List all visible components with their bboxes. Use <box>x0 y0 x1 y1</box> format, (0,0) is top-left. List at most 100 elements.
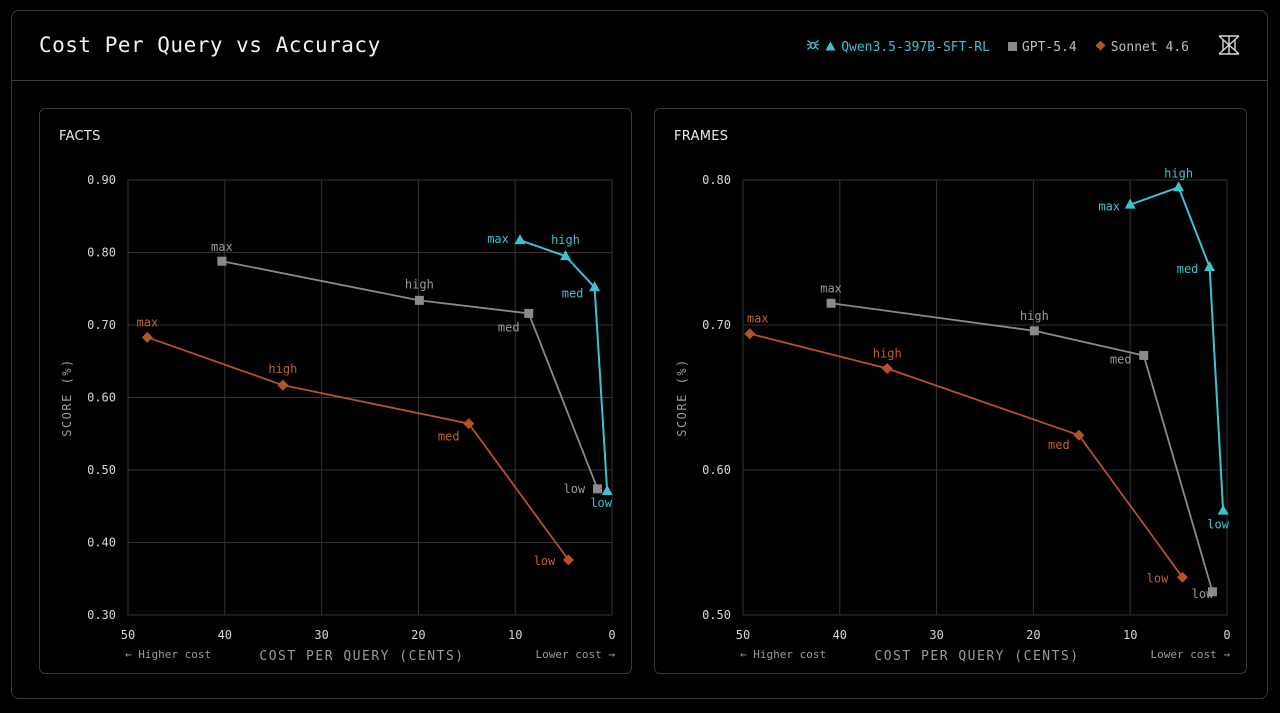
y-tick-label: 0.60 <box>702 463 731 477</box>
data-point <box>589 281 601 292</box>
data-label: max <box>1098 200 1120 214</box>
x-left-note: ← Higher cost <box>740 648 826 661</box>
data-label: high <box>405 277 434 291</box>
data-label: low <box>1147 571 1169 585</box>
series-line-Sonnet 4.6 <box>147 336 570 561</box>
frames-chart-panel: FRAMES 50 40 30 20 10 0 0.50 0.60 0.70 0.80 COST P… <box>654 108 1247 674</box>
x-tick-label: 10 <box>508 628 522 642</box>
data-point <box>217 256 227 266</box>
data-label: max <box>137 315 159 329</box>
data-label: med <box>438 430 460 444</box>
triangle-marker-icon <box>825 40 836 55</box>
data-point <box>1139 350 1149 360</box>
x-tick-label: 40 <box>833 628 847 642</box>
data-point <box>562 554 574 566</box>
data-label: max <box>487 232 509 246</box>
data-point <box>463 418 475 430</box>
data-label: low <box>1207 518 1229 532</box>
x-tick-label: 50 <box>121 628 135 642</box>
data-point <box>1029 326 1039 336</box>
chart-title: FACTS <box>59 129 101 144</box>
frames-chart: 50 40 30 20 10 0 0.50 0.60 0.70 0.80 COST PER QUER… <box>675 166 1231 664</box>
x-tick-label: 10 <box>1123 628 1137 642</box>
y-tick-label: 0.70 <box>87 318 116 332</box>
data-point <box>141 331 153 343</box>
data-point <box>1124 198 1136 209</box>
y-axis-title: SCORE (%) <box>60 358 74 437</box>
legend-label-qwen: Qwen3.5-397B-SFT-RL <box>841 39 990 55</box>
data-point <box>826 298 836 308</box>
data-point <box>601 485 613 496</box>
data-point <box>592 484 602 494</box>
data-label: low <box>534 554 556 568</box>
y-tick-label: 0.30 <box>87 608 116 622</box>
y-tick-label: 0.50 <box>87 463 116 477</box>
data-point <box>514 234 526 245</box>
data-label: low <box>1192 587 1214 601</box>
data-label: low <box>563 482 585 496</box>
header: Cost Per Query vs Accuracy Qwen3.5-397B-… <box>12 11 1267 81</box>
series-line-GPT-5.4 <box>221 260 599 490</box>
data-point <box>1173 181 1185 192</box>
y-tick-label: 0.40 <box>87 536 116 550</box>
data-point <box>560 250 572 261</box>
chart-title: FRAMES <box>674 129 729 144</box>
data-label: max <box>820 281 842 295</box>
facts-chart: 50 40 30 20 10 0 0.30 0.40 0.50 0.60 0.70 0.80 0.90 C… <box>60 173 616 664</box>
data-point <box>1176 571 1188 583</box>
data-label: high <box>873 347 902 361</box>
page-title: Cost Per Query vs Accuracy <box>39 33 381 57</box>
data-label: med <box>562 286 584 300</box>
series-line-GPT-5.4 <box>830 302 1214 593</box>
data-label: high <box>1020 309 1049 323</box>
data-point <box>744 328 756 340</box>
crossed-triangles-logo-icon <box>1217 33 1241 61</box>
spider-logo-icon <box>806 38 820 56</box>
x-tick-label: 50 <box>736 628 750 642</box>
facts-chart-panel: FACTS 50 40 30 20 10 0 0.30 0.40 0.50 0.60 0.70 0.8… <box>39 108 632 674</box>
x-tick-label: 30 <box>314 628 328 642</box>
legend-item-gpt[interactable]: GPT-5.4 <box>1007 39 1077 55</box>
data-label: med <box>1110 352 1132 366</box>
data-label: high <box>1164 166 1193 180</box>
data-label: med <box>1177 262 1199 276</box>
y-tick-label: 0.60 <box>87 391 116 405</box>
legend: Qwen3.5-397B-SFT-RL GPT-5.4 Sonnet 4.6 <box>806 38 1189 56</box>
data-point <box>1204 261 1216 271</box>
data-label: med <box>1048 438 1070 452</box>
data-label: high <box>268 362 297 376</box>
legend-label-sonnet: Sonnet 4.6 <box>1110 39 1189 55</box>
data-label: low <box>590 496 612 510</box>
data-point <box>1073 429 1085 441</box>
x-axis-title: COST PER QUERY (CENTS) <box>259 649 464 664</box>
data-point <box>414 295 424 305</box>
chart-card: Cost Per Query vs Accuracy Qwen3.5-397B-… <box>11 10 1268 699</box>
y-tick-label: 0.80 <box>702 173 731 187</box>
x-tick-label: 40 <box>218 628 232 642</box>
data-label: max <box>211 240 233 254</box>
x-tick-label: 20 <box>1026 628 1040 642</box>
data-point <box>524 308 534 318</box>
y-tick-label: 0.80 <box>87 246 116 260</box>
series-line-Sonnet 4.6 <box>749 332 1184 578</box>
y-tick-label: 0.70 <box>702 318 731 332</box>
x-tick-label: 30 <box>929 628 943 642</box>
x-tick-label: 0 <box>1223 628 1230 642</box>
x-tick-label: 20 <box>411 628 425 642</box>
y-axis-title: SCORE (%) <box>675 358 689 437</box>
square-marker-icon <box>1007 40 1017 55</box>
data-point <box>1217 504 1229 515</box>
x-axis-title: COST PER QUERY (CENTS) <box>874 649 1079 664</box>
x-right-note: Lower cost → <box>536 648 616 661</box>
series-line-Qwen3.5-397B-SFT-RL <box>1129 185 1225 511</box>
data-point <box>881 363 893 374</box>
data-label: med <box>498 320 520 334</box>
x-right-note: Lower cost → <box>1151 648 1231 661</box>
legend-label-gpt: GPT-5.4 <box>1021 39 1077 55</box>
data-point <box>1207 587 1217 597</box>
legend-item-sonnet[interactable]: Sonnet 4.6 <box>1095 40 1189 55</box>
y-tick-label: 0.50 <box>702 608 731 622</box>
data-point <box>277 379 289 391</box>
diamond-marker-icon <box>1095 40 1106 55</box>
legend-item-qwen[interactable]: Qwen3.5-397B-SFT-RL <box>806 38 990 56</box>
